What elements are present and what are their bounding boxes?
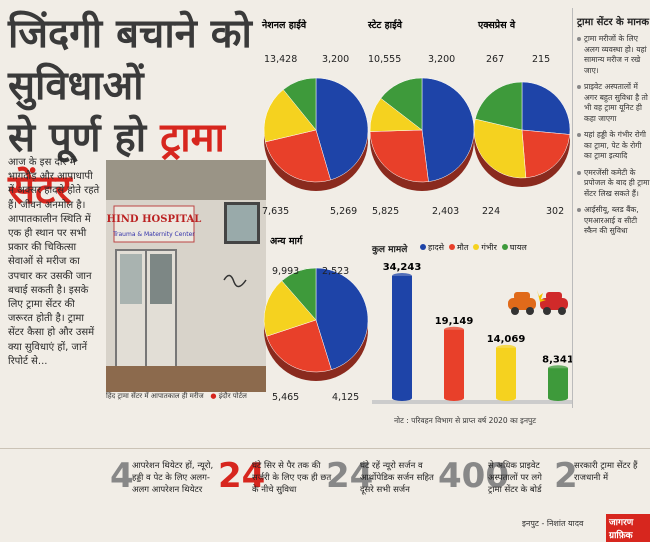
- fact-text: सरकारी ट्रामा सेंटर हैं राजधानी में: [574, 461, 638, 483]
- pie-slice: [263, 280, 317, 337]
- bar-base: [392, 395, 412, 401]
- bar-cap: [548, 365, 568, 372]
- photo-caption: हिंद ट्रामा सेंटर में आपातकाल ही मरीज ● …: [106, 392, 266, 401]
- legend-item-serious: गंभीर: [473, 242, 497, 253]
- brand-logo: जागरण ग्राफ़िक: [606, 514, 650, 542]
- pie-slice: [315, 267, 369, 370]
- photo-caption-left: हिंद ट्रामा सेंटर में आपातकाल ही मरीज: [106, 392, 204, 400]
- sidebar: ट्रामा सेंटर के मानक ट्रामा मरीजों के लि…: [572, 8, 650, 408]
- pie-value-label: 2,523: [322, 266, 349, 277]
- pie-depth: [264, 279, 368, 381]
- legend-swatch-yellow: [473, 244, 480, 250]
- headline-line2-a: से पूर्ण हो: [8, 114, 161, 161]
- photo-sign-line2: Trauma & Maternity Center: [112, 231, 195, 238]
- sidebar-point: ट्रामा मरीजों के लिए अलग व्यवस्था हो। यह…: [577, 34, 650, 76]
- sidebar-title: ट्रामा सेंटर के मानक: [577, 17, 650, 28]
- pie-value-label: 5,465: [272, 392, 299, 403]
- bar-value-label: 14,069: [487, 334, 526, 345]
- bar: [548, 368, 568, 398]
- pie-value-label: 4,125: [332, 392, 359, 403]
- bar-baseline: [372, 400, 572, 404]
- headline-line1: जिंदगी बचाने को सुविधाओं: [8, 10, 252, 109]
- pie-slice: [281, 267, 317, 321]
- legend-item-injured: घायल: [501, 242, 527, 253]
- bar-base: [548, 395, 568, 401]
- bar-cap: [392, 273, 412, 279]
- sidebar-point: एमरजेंसी कमेटी के प्रपोजल के बाद ही ट्रा…: [577, 168, 650, 200]
- source-note: नोट : परिवहन विभाग से प्राप्त वर्ष 2020 …: [394, 416, 537, 425]
- bar-value-label: 8,341: [542, 354, 572, 365]
- fact-number: 2: [554, 456, 578, 496]
- camera-icon: ●: [210, 392, 217, 400]
- fact-number: 400: [438, 456, 509, 496]
- pie-value-label: 9,993: [272, 266, 299, 277]
- bar-value-label: 19,149: [435, 316, 474, 327]
- bar-value-label: 34,243: [383, 262, 422, 273]
- headline: जिंदगी बचाने को सुविधाओं से पूर्ण हो ट्र…: [8, 8, 266, 216]
- legend-swatch-red: [448, 244, 455, 250]
- fact-text: आपरेशन थियेटर हों, न्यूरो, हड्डी व पेट क…: [132, 461, 214, 495]
- sidebar-point: आईसीयू, ब्लड बैंक, एमआरआई व सीटी स्कैन क…: [577, 205, 650, 237]
- bar: [392, 276, 412, 398]
- bar-legend: हादसे मौत गंभीर घायल: [420, 242, 527, 253]
- bar-cap: [496, 344, 516, 351]
- fact-text: से अधिक प्राइवेट अस्पतालों पर लगे ट्रामा…: [488, 461, 542, 495]
- headline-line2: से पूर्ण हो ट्रामा सेंटर: [8, 112, 266, 216]
- bar-chart: 34,243 19,149 14,069 8,341: [372, 262, 572, 404]
- fact-number: 24: [218, 456, 266, 496]
- sidebar-point: यहां हड्डी के गंभीर रोगी का ट्रामा, पेट …: [577, 130, 650, 162]
- fact-number: 24: [326, 456, 374, 496]
- bar-cap: [444, 326, 464, 333]
- photo-caption-right: इंदौर पोर्टल: [218, 392, 247, 400]
- bar-base: [496, 395, 516, 401]
- pie-slice: [266, 319, 332, 373]
- legend-item-accidents: हादसे: [420, 242, 444, 253]
- hospital-photo: HIND HOSPITAL Trauma & Maternity Center: [106, 160, 266, 392]
- legend-item-deaths: मौत: [448, 242, 468, 253]
- fact-number: 4: [110, 456, 134, 496]
- facts-strip: [0, 448, 650, 541]
- bar: [444, 329, 464, 398]
- intro-text: आज के इस दौर में भागदौड़ और आपाधापी में …: [8, 157, 100, 367]
- bar-chart-title: कुल मामले: [372, 245, 408, 255]
- car-crash-icon: [508, 290, 568, 315]
- legend-swatch-green: [501, 244, 508, 250]
- pie-row-top: [262, 14, 574, 246]
- photo-sign-line1: HIND HOSPITAL: [107, 214, 202, 225]
- sidebar-point: प्राइवेट अस्पतालों में अगर बहुत सुविधा ह…: [577, 82, 650, 124]
- headline-line2-b: ट्रामा सेंटर: [8, 114, 225, 213]
- legend-swatch-blue: [420, 244, 426, 250]
- bar: [496, 347, 516, 398]
- credit: इनपुट - निशांत यादव: [522, 519, 584, 528]
- fact-text: घंटे सिर से पैर तक की सर्जरी के लिए एक ह…: [252, 461, 332, 495]
- bar-base: [444, 395, 464, 401]
- fact-text: घंटे रहें न्यूरो सर्जन व आर्थोपेडिक सर्ज…: [360, 461, 434, 495]
